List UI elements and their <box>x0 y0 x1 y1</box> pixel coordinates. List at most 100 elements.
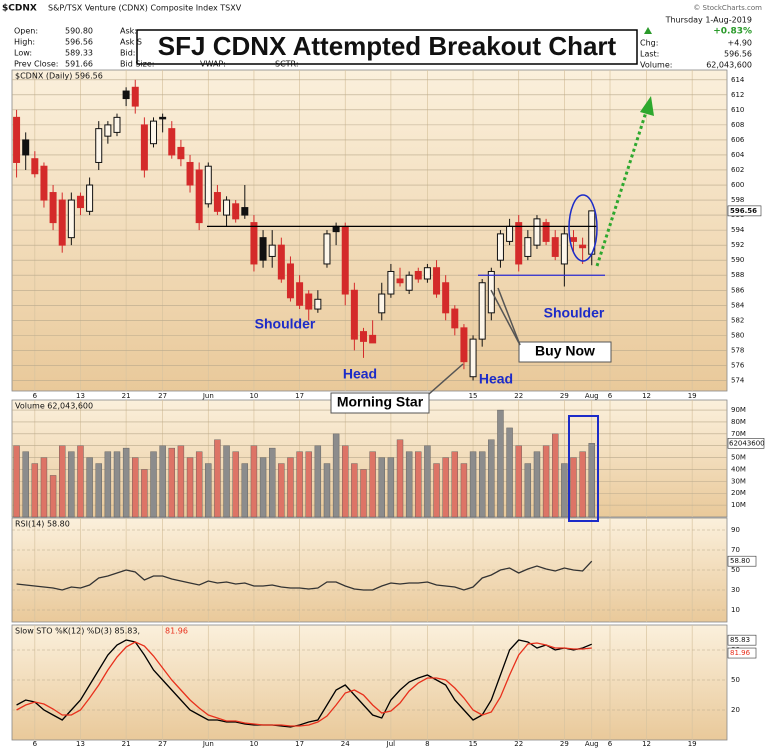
volume-bar <box>132 457 139 518</box>
quote-label: High: <box>14 38 35 47</box>
volume-bar <box>287 457 294 518</box>
volume-bar <box>305 451 312 518</box>
chart-title: SFJ CDNX Attempted Breakout Chart <box>158 31 617 61</box>
candle-body <box>350 289 358 340</box>
y-tick-label: 20M <box>731 489 746 497</box>
quote-label: Ask S <box>120 38 142 47</box>
candle-body <box>40 165 48 201</box>
y-tick-label: 90 <box>731 526 740 534</box>
candle-body <box>232 203 240 220</box>
volume-bar <box>561 463 568 518</box>
volume-bar <box>77 445 84 518</box>
candle-body <box>186 161 194 186</box>
volume-bar <box>177 445 185 518</box>
y-tick-label: 590 <box>731 256 744 264</box>
volume-bar <box>104 451 112 518</box>
candle-body <box>195 169 203 224</box>
badge <box>727 647 757 659</box>
candle-body <box>286 263 294 299</box>
badge <box>727 555 757 567</box>
y-tick-label: 50M <box>731 454 746 462</box>
x-tick-label: 22 <box>514 392 523 400</box>
forecast-arrow <box>595 111 648 267</box>
volume-bar <box>259 457 267 518</box>
x-tick-label: 10 <box>249 740 258 748</box>
candle-body <box>478 282 486 340</box>
y-tick-label: 592 <box>731 241 744 249</box>
annotation: Shoulder <box>544 305 605 321</box>
quote-value: 590.80 <box>65 27 93 36</box>
quote-label: Ask: <box>120 27 137 36</box>
volume-bar <box>278 463 285 518</box>
volume-bar <box>323 463 331 518</box>
volume-bar <box>195 451 203 518</box>
x-tick-label: 12 <box>642 392 651 400</box>
candle-body <box>460 327 468 363</box>
volume-bar <box>460 463 468 518</box>
x-tick-label: 21 <box>122 740 131 748</box>
volume-bar <box>387 457 395 518</box>
volume-bar <box>113 451 121 518</box>
panel-title: Volume 62,043,600 <box>15 402 93 411</box>
volume-bar <box>150 451 157 518</box>
candle-body <box>67 199 75 239</box>
candle-body <box>433 267 441 295</box>
candle-body <box>213 192 221 212</box>
x-tick-label: 19 <box>688 392 697 400</box>
volume-bar <box>332 433 340 518</box>
y-tick-label: 30M <box>731 477 746 485</box>
x-tick-label: Aug <box>585 392 599 400</box>
candle-body <box>250 222 258 265</box>
volume-bar <box>542 445 550 518</box>
candle-body <box>451 308 459 329</box>
x-tick-label: 6 <box>33 392 38 400</box>
y-tick-label: 612 <box>731 91 744 99</box>
y-tick-label: 614 <box>731 76 745 84</box>
panel-title: RSI(14) 58.80 <box>15 520 70 529</box>
copyright: © StockCharts.com <box>693 4 762 12</box>
x-tick-label: 27 <box>158 392 167 400</box>
candle-body <box>168 128 176 156</box>
callout-box <box>330 392 430 414</box>
candle-body <box>360 331 367 342</box>
x-tick-label: Jul <box>386 740 396 748</box>
volume-bar <box>478 451 486 518</box>
candle-body <box>496 233 504 261</box>
candle-body <box>86 184 94 212</box>
candle-body <box>223 199 231 216</box>
candle-body <box>524 237 532 257</box>
volume-bar <box>351 463 358 518</box>
candle-body <box>332 225 340 233</box>
badge <box>727 634 757 646</box>
volume-bar <box>506 427 513 518</box>
quote-label: Bid: <box>120 49 135 58</box>
badge-label: 85.83 <box>730 636 750 644</box>
volume-bar <box>451 451 458 518</box>
price-badge <box>727 205 762 217</box>
annotation: Head <box>343 366 377 382</box>
x-tick-label: Jun <box>202 740 214 748</box>
y-tick-label: 598 <box>731 196 744 204</box>
volume-bar <box>424 445 431 518</box>
badge-label: 81.96 <box>730 649 751 657</box>
volume-bar <box>488 439 495 518</box>
candle-body <box>95 128 103 163</box>
y-tick-label: 10M <box>731 501 746 509</box>
annotation: Morning Star <box>337 394 424 410</box>
candle-body <box>442 282 450 314</box>
volume-bar <box>49 475 57 518</box>
volume-bar <box>314 445 322 518</box>
volume-bar <box>342 445 349 518</box>
volume-bar <box>186 457 194 518</box>
y-tick-label: 588 <box>731 271 744 279</box>
x-tick-label: 6 <box>608 740 613 748</box>
symbol: $CDNX <box>2 4 37 14</box>
candle-body <box>542 222 550 242</box>
forecast-arrowhead <box>640 96 654 116</box>
y-tick-label: 30 <box>731 586 740 594</box>
y-tick-label: 606 <box>731 136 745 144</box>
x-tick-label: Aug <box>585 740 599 748</box>
volume-bar <box>296 451 303 518</box>
x-tick-label: 12 <box>642 740 651 748</box>
quote-label: SCTR: <box>275 60 299 69</box>
